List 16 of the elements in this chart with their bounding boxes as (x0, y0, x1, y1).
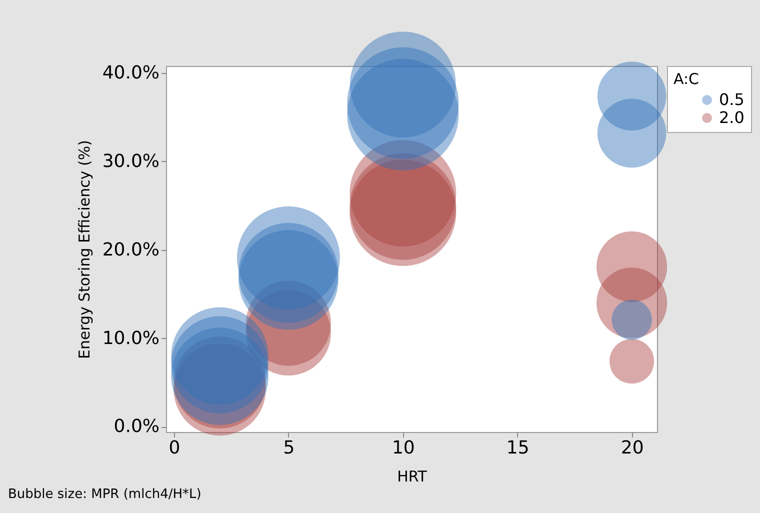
x-axis-title: HRT (397, 468, 428, 486)
x-tick-label: 10 (392, 438, 415, 458)
y-axis-title: Energy Storing Efficiency (%) (75, 140, 94, 359)
legend-title: A:C (673, 70, 699, 88)
legend-label: 2.0 (719, 108, 744, 127)
legend-label: 0.5 (719, 90, 744, 109)
y-tick-label: 30.0% (102, 150, 160, 172)
x-tick-label: 5 (283, 438, 295, 458)
y-tick-label: 10.0% (102, 328, 160, 349)
x-tick-label: 15 (506, 438, 530, 458)
x-tick-label: 0 (168, 438, 180, 458)
text: Bubble size: MPR (mlch4/H*L) (8, 487, 202, 502)
y-tick-label: 20.0% (102, 239, 160, 260)
y-tick-label: 40.0% (102, 62, 160, 84)
y-tick-label: 0.0% (114, 416, 160, 438)
x-tick-label: 20 (620, 438, 644, 458)
